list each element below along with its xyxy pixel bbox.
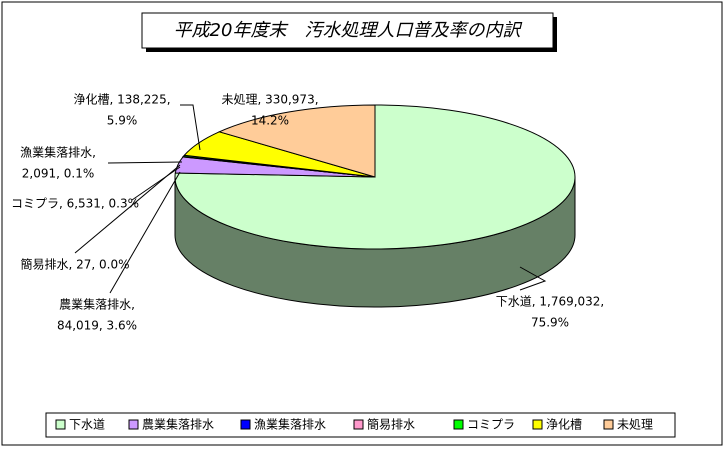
legend-swatch (532, 419, 543, 430)
legend-swatch (353, 419, 364, 430)
leader-line (519, 266, 547, 291)
legend-label: 浄化槽 (546, 418, 582, 432)
data-label: コミプラ, 6,531, 0.3% (11, 197, 139, 211)
pie (174, 104, 576, 308)
data-labels: 下水道, 1,769,032, 75.9% 農業集落排水, 84,019, 3.6% 漁… (11, 93, 604, 333)
data-label: 下水道, 1,769,032, (496, 295, 605, 309)
data-label: 5.9% (107, 114, 138, 128)
legend-swatch (128, 419, 139, 430)
legend-label: コミプラ (467, 418, 515, 432)
leader-line (131, 166, 181, 201)
slice (217, 104, 376, 178)
leader-line (107, 161, 183, 164)
legend-label: 未処理 (617, 418, 653, 432)
leader-line (109, 171, 181, 294)
legend-swatch (453, 419, 464, 430)
data-label: 14.2% (251, 114, 289, 128)
data-label: 未処理, 330,973, (221, 93, 318, 107)
legend-label: 漁業集落排水 (254, 417, 326, 432)
data-label: 2,091, 0.1% (22, 167, 94, 181)
data-label: 簡易排水, 27, 0.0% (20, 257, 129, 272)
legend: 下水道 農業集落排水 漁業集落排水 簡易排水 コミプラ 浄化槽 未処理 (55, 417, 653, 432)
legend-swatch (55, 419, 66, 430)
legend-label: 下水道 (69, 418, 105, 432)
data-label: 84,019, 3.6% (57, 319, 137, 333)
data-label: 75.9% (531, 316, 569, 330)
data-label: 浄化槽, 138,225, (73, 93, 170, 107)
title-box (141, 12, 554, 49)
leader-line (74, 164, 181, 254)
legend-swatch (603, 419, 614, 430)
chart-title: 平成20年度末 汚水処理人口普及率の内訳 (174, 20, 523, 41)
legend-label: 農業集落排水 (142, 417, 214, 432)
data-label: 漁業集落排水, (20, 145, 96, 160)
legend-label: 簡易排水 (367, 417, 415, 432)
slice (174, 104, 576, 250)
data-label: 農業集落排水, (59, 297, 135, 312)
leader-line (180, 104, 201, 151)
legend-swatch (240, 419, 251, 430)
